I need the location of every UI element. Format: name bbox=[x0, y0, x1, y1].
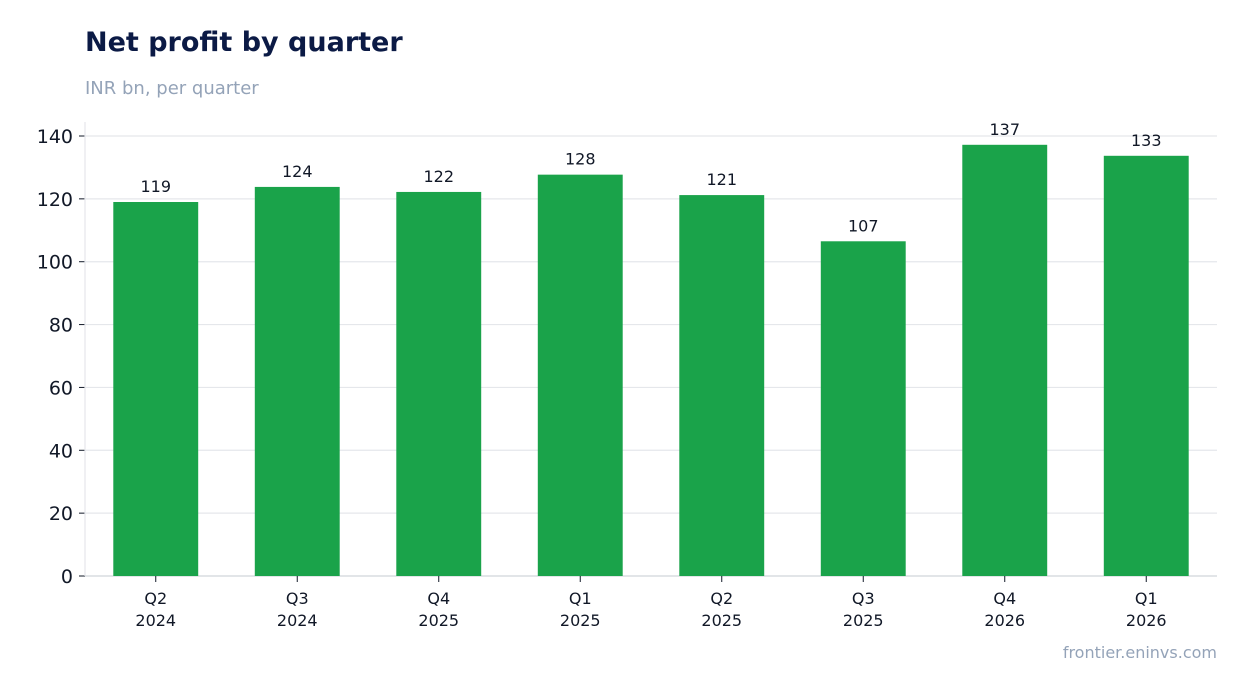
x-tick-label: 2026 bbox=[1126, 611, 1167, 630]
y-tick-label: 100 bbox=[37, 252, 73, 274]
bar bbox=[962, 144, 1048, 577]
y-tick-label: 120 bbox=[37, 189, 73, 211]
data-label: 124 bbox=[282, 162, 313, 181]
bar bbox=[537, 174, 623, 576]
data-label: 128 bbox=[565, 150, 596, 169]
x-tick-label: Q2 bbox=[144, 589, 167, 608]
x-tick-label: 2024 bbox=[135, 611, 176, 630]
data-label: 121 bbox=[706, 170, 737, 189]
bar bbox=[254, 186, 340, 576]
x-tick-label: 2025 bbox=[418, 611, 459, 630]
data-label: 119 bbox=[140, 177, 171, 196]
y-tick-label: 20 bbox=[49, 503, 73, 525]
x-tick-label: Q3 bbox=[286, 589, 309, 608]
data-label: 137 bbox=[989, 120, 1020, 139]
y-tick-label: 140 bbox=[37, 126, 73, 148]
x-tick-label: Q1 bbox=[569, 589, 592, 608]
chart-subtitle: INR bn, per quarter bbox=[85, 78, 259, 99]
bar bbox=[820, 241, 906, 577]
x-tick-label: 2025 bbox=[701, 611, 742, 630]
x-tick-label: Q1 bbox=[1135, 589, 1158, 608]
bar bbox=[1103, 155, 1189, 577]
x-tick-label: 2026 bbox=[984, 611, 1025, 630]
y-tick-label: 80 bbox=[49, 315, 73, 337]
y-tick-label: 40 bbox=[49, 440, 73, 462]
x-tick-label: Q4 bbox=[427, 589, 450, 608]
source-credit: frontier.eninvs.com bbox=[1062, 643, 1217, 662]
x-tick-label: Q2 bbox=[710, 589, 733, 608]
x-tick-label: Q4 bbox=[993, 589, 1016, 608]
bar bbox=[679, 195, 765, 577]
y-tick-label: 0 bbox=[61, 566, 73, 588]
chart-title: Net profit by quarter bbox=[85, 27, 403, 58]
x-tick-label: 2024 bbox=[277, 611, 318, 630]
data-label: 107 bbox=[848, 216, 879, 235]
x-tick-label: 2025 bbox=[560, 611, 601, 630]
data-label: 133 bbox=[1131, 131, 1162, 150]
bar bbox=[113, 202, 199, 576]
y-tick-label: 60 bbox=[49, 377, 73, 399]
data-label: 122 bbox=[423, 167, 454, 186]
x-tick-label: 2025 bbox=[843, 611, 884, 630]
x-tick-label: Q3 bbox=[852, 589, 875, 608]
bar bbox=[396, 191, 482, 576]
